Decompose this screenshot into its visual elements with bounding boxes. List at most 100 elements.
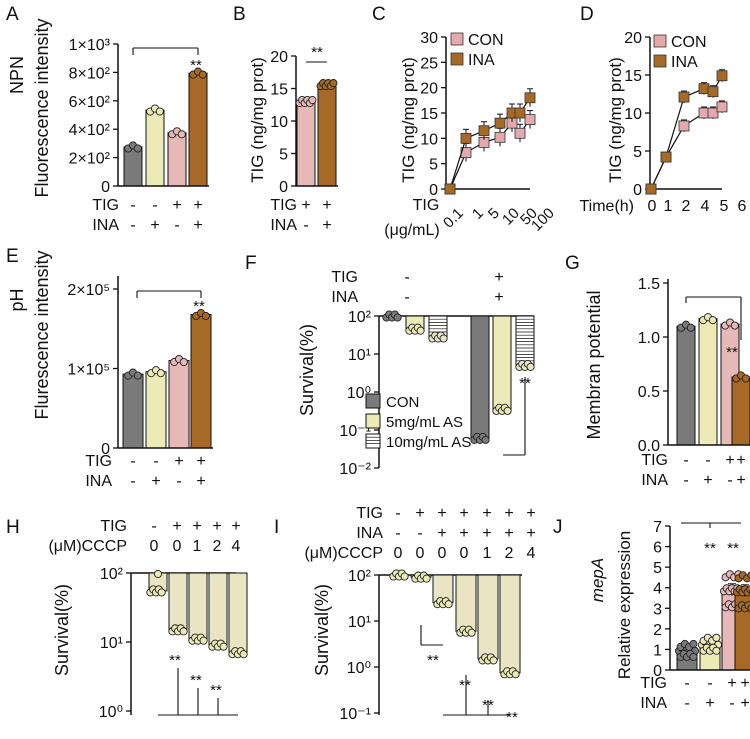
panel-G-y-tick-label: 1.0: [638, 330, 660, 347]
panel-A-point: [155, 107, 164, 116]
panel-F-legend-label: 5mg/mL AS: [386, 414, 463, 431]
panel-E-y-tick-label: 0: [101, 441, 110, 458]
panel-I-row-label: (μM)CCCP: [304, 545, 383, 562]
panel-H-row-value: 4: [232, 538, 241, 555]
panel-I-row-value: +: [504, 525, 513, 542]
panel-C-x-tick-label: 5: [485, 205, 503, 223]
panel-H-row-value: +: [172, 518, 181, 535]
panel-J-sig: **: [727, 540, 739, 557]
panel-C-y-tick-label: 0: [429, 182, 438, 199]
panel-C-xlabel: TIG: [413, 197, 440, 214]
panel-J-point: [747, 571, 750, 580]
panel-A-row-value: -: [130, 217, 135, 234]
panel-F-ylabel: Survival(%): [297, 324, 317, 416]
panel-J-point: [712, 646, 721, 655]
panel-J-row-label: INA: [640, 695, 667, 712]
panel-J-row-value: -: [684, 695, 689, 712]
panel-B-row-value: +: [301, 197, 310, 214]
panel-E-ylabel: Flurescence intensity: [32, 250, 52, 419]
panel-label-J: J: [553, 517, 563, 538]
panel-G-bar: [676, 325, 696, 446]
panel-label-C: C: [372, 4, 386, 25]
panel-I-sig: **: [506, 709, 518, 726]
panel-label-D: D: [580, 4, 594, 25]
panel-C-xunit: (μg/mL): [384, 222, 439, 239]
panel-H-point: [179, 627, 188, 636]
panel-G-y-tick-label: 0.0: [638, 438, 660, 455]
panel-I-row-value: 0: [438, 545, 447, 562]
panel-D-x-tick-label: 4: [701, 198, 710, 215]
panel-B-bar: [296, 101, 316, 187]
panel-I-row-value: +: [459, 505, 468, 522]
panel-I-row-value: 2: [505, 545, 514, 562]
panel-A-bar: [167, 132, 187, 187]
panel-F-row-label: TIG: [331, 269, 358, 286]
panel-D-marker: [707, 107, 719, 119]
panel-A-y-tick-label: 6×10²: [69, 94, 111, 111]
panel-D-y-tick-label: 0: [633, 182, 642, 199]
panel-D-x-tick-label: 1: [664, 198, 673, 215]
panel-A-y-tick-label: 2×10²: [69, 151, 111, 168]
panel-D-marker: [716, 101, 728, 113]
panel-D-x-tick-label: 5: [720, 198, 729, 215]
panel-I-row-value: +: [526, 505, 535, 522]
panel-F-row-value: +: [494, 269, 503, 286]
panel-label-B: B: [233, 4, 246, 25]
panel-B-row-label: TIG: [270, 197, 297, 214]
panel-H-y-tick-label: 10¹: [100, 635, 123, 652]
panel-A-y-tick-label: 4×10²: [69, 122, 111, 139]
panel-E-bar: [122, 373, 144, 449]
panel-C-marker: [494, 117, 506, 129]
panel-I-point: [489, 656, 498, 665]
panel-F-bar: [492, 315, 512, 410]
panel-D-y-tick-label: 5: [633, 144, 642, 161]
panel-C-marker: [494, 131, 506, 143]
panel-F-row-value: -: [404, 289, 409, 306]
panel-J-row-value: +: [740, 695, 749, 712]
panel-D-marker: [698, 107, 710, 119]
panel-J-point: [689, 652, 698, 661]
panel-I-row-value: +: [415, 505, 424, 522]
panel-I-row-value: 0: [416, 545, 425, 562]
panel-C-legend-swatch: [450, 52, 464, 66]
panel-J-point: [712, 633, 721, 642]
panel-I-row-value: +: [437, 525, 446, 542]
panel-C-ylabel: TIG (ng/mg prot): [399, 57, 418, 183]
panel-I-row-value: +: [482, 505, 491, 522]
panel-I-row-value: +: [526, 525, 535, 542]
panel-B-point: [308, 95, 317, 105]
panel-A-row-value: +: [193, 197, 202, 214]
panel-F-point: [481, 435, 490, 444]
panel-F-row-value: -: [404, 269, 409, 286]
panel-G-row-value: -: [683, 452, 688, 469]
panel-H-row-value: -: [151, 518, 156, 535]
panel-D-legend-swatch: [653, 34, 667, 48]
panel-J-row-value: +: [705, 695, 714, 712]
panel-F-point: [439, 334, 448, 343]
panel-C-marker: [514, 127, 526, 139]
panel-E-point: [156, 369, 165, 378]
panel-I-row-value: 4: [527, 545, 536, 562]
panel-A-row-label: TIG: [92, 197, 119, 214]
panel-A-point: [133, 144, 142, 153]
panel-D-marker: [716, 70, 728, 82]
panel-I-ylabel: Survival(%): [312, 584, 332, 676]
panel-A-bar: [145, 109, 165, 187]
panel-F-point: [503, 406, 512, 415]
panel-B-row-value: -: [303, 217, 308, 234]
panel-A-row-value: +: [172, 197, 181, 214]
panel-G-bar: [698, 318, 718, 446]
panel-J-ylabel: Relative expression: [615, 531, 634, 679]
panel-G-row-value: +: [736, 472, 745, 489]
panel-C-x-tick-label: 1: [469, 205, 487, 223]
panel-J-point: [689, 639, 698, 648]
panel-D-series-line: [650, 106, 723, 190]
panel-D-marker: [698, 83, 710, 95]
panel-D-legend-label: INA: [671, 54, 698, 71]
panel-A-ylabel: Fluorescence intensity: [32, 18, 52, 197]
panel-I-row-value: +: [482, 525, 491, 542]
panel-F-legend-label: CON: [386, 394, 419, 411]
panel-J-y-tick-label: 0: [653, 663, 662, 680]
panel-F-row-label: INA: [331, 289, 358, 306]
